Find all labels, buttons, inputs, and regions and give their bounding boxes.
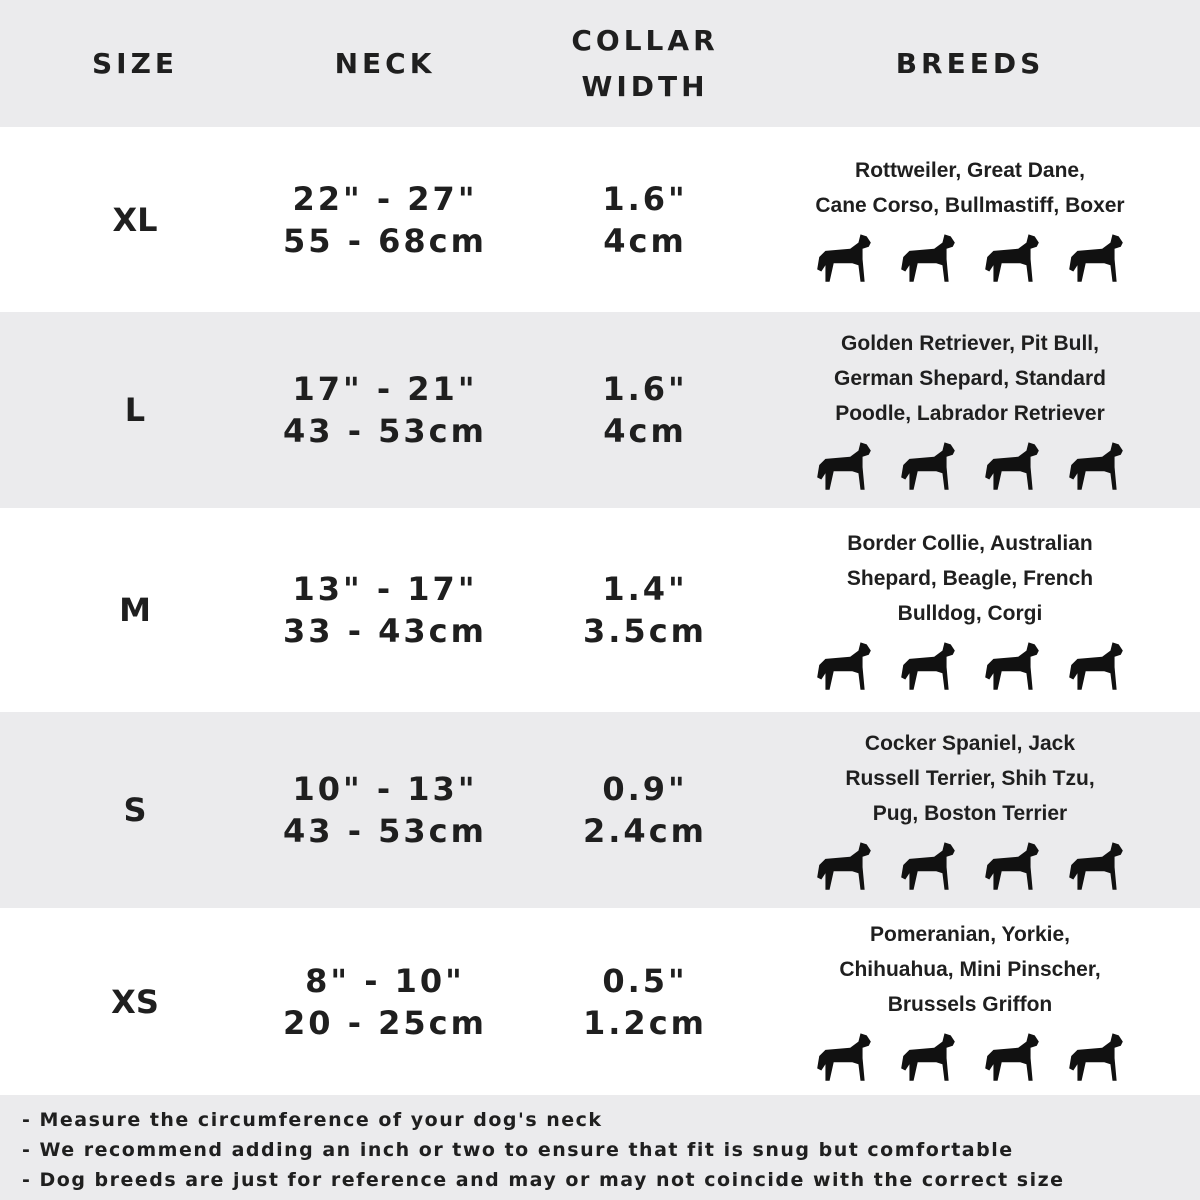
doberman-icon: [985, 233, 1039, 282]
breed-line: Chihuahua, Mini Pinscher,: [839, 958, 1101, 981]
breeds-text: Cocker Spaniel, Jack Russell Terrier, Shi…: [845, 726, 1094, 831]
collar-width-cm: 3.5cm: [583, 612, 707, 650]
neck-cm: 43 - 53cm: [283, 412, 487, 450]
notes: - Measure the circumference of your dog'…: [0, 1095, 1200, 1200]
labrador-icon: [901, 441, 955, 490]
table-header: SIZE NECK COLLAR WIDTH BREEDS: [0, 0, 1200, 127]
mini-pinscher-icon: [1069, 1033, 1123, 1081]
neck-inches: 10" - 13": [292, 770, 478, 808]
collar-width-cm: 4cm: [603, 412, 687, 450]
breed-icons: [811, 635, 1129, 695]
collar-width-inches: 0.9": [602, 770, 688, 808]
table-row: S 10" - 13" 43 - 53cm 0.9" 2.4cm Cocker Sp…: [0, 712, 1200, 908]
neck-inches: 22" - 27": [292, 179, 478, 218]
breed-line: Rottweiler, Great Dane,: [855, 158, 1085, 182]
note: - We recommend adding an inch or two to …: [22, 1139, 1014, 1161]
beagle-icon: [901, 641, 955, 690]
neck-cm: 33 - 43cm: [283, 612, 487, 650]
note: - Measure the circumference of your dog'…: [22, 1109, 603, 1131]
collar-width-cm: 2.4cm: [583, 812, 707, 850]
neck-inches: 17" - 21": [292, 370, 478, 408]
great-dane-icon: [901, 233, 955, 282]
breed-line: Bulldog, Corgi: [897, 601, 1043, 625]
breed-line: Brussels Griffon: [887, 993, 1053, 1016]
table-row: M 13" - 17" 33 - 43cm 1.4" 3.5cm Border Co…: [0, 508, 1200, 712]
breeds-text: Pomeranian, Yorkie, Chihuahua, Mini Pinsc…: [839, 917, 1100, 1022]
collar-width-inches: 1.6": [602, 179, 688, 218]
neck-inches: 13" - 17": [292, 570, 478, 608]
collar-width-inches: 1.4": [602, 570, 688, 608]
neck-cm: 55 - 68cm: [283, 221, 487, 260]
table-row: XS 8" - 10" 20 - 25cm 0.5" 1.2cm Pomerania…: [0, 908, 1200, 1095]
german-shepherd-icon: [1069, 441, 1123, 490]
breed-icons: [811, 1026, 1129, 1086]
breed-line: Golden Retriever, Pit Bull,: [841, 331, 1099, 355]
bullmastiff-icon: [1069, 233, 1123, 282]
size-label: M: [119, 591, 151, 629]
yorkie-icon: [901, 1033, 955, 1081]
header-breeds: BREEDS: [895, 46, 1045, 80]
pug-icon: [1069, 841, 1123, 890]
golden-retriever-icon: [817, 441, 871, 490]
collar-width-inches: 1.6": [602, 370, 688, 408]
header-size: SIZE: [91, 46, 178, 80]
breed-icons: [811, 835, 1129, 895]
breed-line: Border Collie, Australian: [847, 531, 1093, 555]
pomeranian-icon: [817, 1033, 871, 1081]
breeds-text: Rottweiler, Great Dane, Cane Corso, Bullm…: [815, 153, 1124, 223]
french-bulldog-icon: [985, 641, 1039, 690]
neck-cm: 43 - 53cm: [283, 812, 487, 850]
neck-cm: 20 - 25cm: [283, 1003, 487, 1042]
table-row: L 17" - 21" 43 - 53cm 1.6" 4cm Golden Retr…: [0, 312, 1200, 508]
collar-width-inches: 0.5": [602, 961, 688, 1000]
breed-line: Pomeranian, Yorkie,: [870, 923, 1070, 946]
size-label: S: [123, 791, 147, 829]
header-collar-width: COLLAR WIDTH: [571, 18, 718, 110]
breed-line: Pug, Boston Terrier: [872, 801, 1068, 825]
size-label: XL: [112, 200, 158, 239]
header-width-line: WIDTH: [581, 69, 709, 103]
breeds-text: Border Collie, Australian Shepard, Beagle…: [847, 526, 1093, 631]
note: - Dog breeds are just for reference and …: [22, 1169, 1065, 1191]
corgi-icon: [1069, 641, 1123, 690]
header-collar-line: COLLAR: [571, 23, 719, 57]
border-collie-icon: [817, 641, 871, 690]
breed-icons: [811, 435, 1129, 495]
rottweiler-icon: [817, 233, 871, 282]
size-label: L: [124, 391, 146, 429]
header-neck: NECK: [334, 46, 436, 80]
breed-line: German Shepard, Standard: [834, 366, 1106, 390]
cocker-spaniel-icon: [817, 841, 871, 890]
size-label: XS: [111, 982, 159, 1021]
neck-inches: 8" - 10": [305, 961, 465, 1000]
shih-tzu-icon: [985, 841, 1039, 890]
breed-line: Russell Terrier, Shih Tzu,: [845, 766, 1095, 790]
breed-line: Cane Corso, Bullmastiff, Boxer: [815, 193, 1125, 217]
poodle-icon: [985, 441, 1039, 490]
table-row: XL 22" - 27" 55 - 68cm 1.6" 4cm Rottweiler…: [0, 127, 1200, 312]
breed-line: Shepard, Beagle, French: [846, 566, 1094, 590]
jack-russell-icon: [901, 841, 955, 890]
breed-line: Cocker Spaniel, Jack: [864, 731, 1076, 755]
collar-width-cm: 1.2cm: [583, 1003, 707, 1042]
breed-icons: [811, 227, 1129, 287]
breeds-text: Golden Retriever, Pit Bull, German Shepar…: [834, 326, 1106, 431]
chihuahua-icon: [985, 1033, 1039, 1081]
breed-line: Poodle, Labrador Retriever: [835, 401, 1105, 425]
collar-width-cm: 4cm: [603, 221, 687, 260]
